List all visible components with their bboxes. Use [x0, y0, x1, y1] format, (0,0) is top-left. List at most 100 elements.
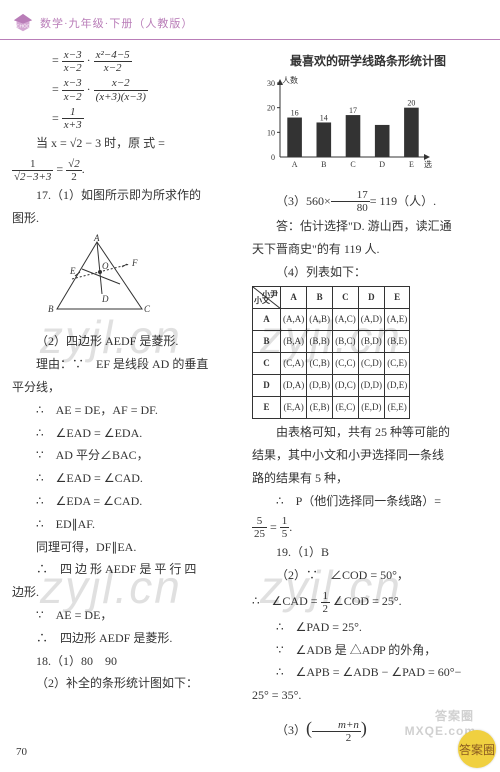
q19-part1: 19.（1）B — [252, 541, 484, 564]
frac-den: x−2 — [62, 62, 84, 74]
q19-2c: ∴ ∠PAD = 25°. — [252, 616, 484, 639]
svg-text:30: 30 — [267, 79, 275, 88]
svg-text:C: C — [350, 160, 355, 169]
answer-line2: 天下晋商史"的有 119 人. — [252, 238, 484, 261]
proof-l8b: 边形. — [12, 581, 244, 604]
frac-den: x+3 — [62, 119, 84, 131]
q18-part3: （3）560×1780= 119（人）. — [252, 187, 484, 216]
q19-part3: （3）(m+n2) — [252, 707, 484, 750]
svg-text:17: 17 — [349, 106, 357, 115]
reason-line2: 平分线， — [12, 376, 244, 399]
frac-den: 80 — [331, 202, 370, 214]
svg-text:B: B — [321, 160, 326, 169]
q18-part1: 18.（1）80 90 — [12, 650, 244, 673]
badge-text: 答案圈 — [459, 741, 495, 758]
text: （3） — [276, 723, 306, 737]
text: ∴ ∠CAD = — [252, 594, 318, 608]
frac-den: x−2 — [62, 91, 84, 103]
frac-num: 1 — [62, 106, 84, 119]
svg-text:20: 20 — [267, 103, 275, 112]
proof-l7: 同理可得，DF∥EA. — [12, 536, 244, 559]
op: · — [87, 82, 91, 96]
svg-text:SCHOOL: SCHOOL — [13, 23, 33, 28]
table-note1: 由表格可知，共有 25 种等可能的 — [252, 421, 484, 444]
svg-text:D: D — [379, 160, 385, 169]
period: . — [82, 162, 85, 176]
op: · — [87, 53, 91, 67]
bar-chart-svg: 1020300A16B14C17DE20人数选项 — [252, 75, 432, 175]
frac-num: 1 — [280, 515, 290, 528]
frac-num: 1 — [12, 158, 53, 171]
eq-line-2: = x−3x−2 · x−2(x+3)(x−3) — [12, 75, 244, 104]
frac-den: 5 — [280, 528, 290, 540]
proof-l10: ∴ 四边形 AEDF 是菱形. — [12, 627, 244, 650]
bar-chart: 最喜欢的研学线路条形统计图 1020300A16B14C17DE20人数选项 — [252, 50, 484, 183]
proof-l1: ∴ AE = DE，AF = DF. — [12, 399, 244, 422]
q17-part1: 17.（1）如图所示即为所求作的 — [12, 184, 244, 207]
header-subject: 数学·九年级·下册（人教版） — [40, 15, 193, 31]
q17-part1b: 图形. — [12, 207, 244, 230]
frac-den: 2 — [66, 171, 82, 183]
frac-den: 2 — [321, 603, 331, 615]
svg-text:B: B — [48, 304, 54, 314]
proof-l9: ∵ AE = DE， — [12, 604, 244, 627]
geometry-figure: A B C D E F O — [42, 234, 162, 319]
svg-text:选项: 选项 — [424, 159, 432, 169]
svg-text:10: 10 — [267, 128, 275, 137]
text: ∠COD = 25°. — [333, 594, 402, 608]
eq-line-3: = 1x+3 — [12, 104, 244, 133]
eq-text: = — [52, 53, 59, 67]
frac-num: x−3 — [62, 49, 84, 62]
text: = 119（人）. — [370, 194, 436, 208]
svg-text:F: F — [131, 258, 138, 268]
svg-text:E: E — [409, 160, 414, 169]
chart-title: 最喜欢的研学线路条形统计图 — [252, 50, 484, 73]
proof-l5: ∴ ∠EDA = ∠CAD. — [12, 490, 244, 513]
svg-text:D: D — [101, 294, 109, 304]
table-note2: 结果，其中小文和小尹选择同一条线 — [252, 444, 484, 467]
frac-num: x²−4−5 — [94, 49, 132, 62]
frac-den: x−2 — [94, 62, 132, 74]
right-column: 最喜欢的研学线路条形统计图 1020300A16B14C17DE20人数选项 （… — [252, 46, 484, 750]
q19-2e: ∴ ∠APB = ∠ADB − ∠PAD = 60°− — [252, 661, 484, 684]
q19-2b: ∴ ∠CAD = 12 ∠COD = 25°. — [252, 587, 484, 616]
substitution-line: 当 x = √2 − 3 时，原 式 = — [12, 132, 244, 155]
svg-text:20: 20 — [407, 98, 415, 107]
text: （3）560× — [276, 194, 331, 208]
proof-l6: ∴ ED∥AF. — [12, 513, 244, 536]
svg-text:C: C — [144, 304, 151, 314]
proof-l3: ∵ AD 平分∠BAC， — [12, 444, 244, 467]
q18-part4: （4）列表如下： — [252, 261, 484, 284]
q18-part2: （2）补全的条形统计图如下： — [12, 672, 244, 695]
paren: ) — [361, 718, 367, 738]
frac-den: 25 — [252, 528, 267, 540]
probability-table: 小尹小文ABCDEA(A,A)(A,B)(A,C)(A,D)(A,E)B(B,A… — [252, 286, 410, 420]
proof-l2: ∴ ∠EAD = ∠EDA. — [12, 422, 244, 445]
svg-text:O: O — [102, 261, 109, 271]
school-logo-icon: SCHOOL — [12, 12, 34, 34]
frac-num: x−2 — [94, 77, 148, 90]
proof-l4: ∴ ∠EAD = ∠CAD. — [12, 467, 244, 490]
corner-badge: 答案圈 — [458, 730, 496, 768]
reason-line: 理由：∵ EF 是线段 AD 的垂直 — [12, 353, 244, 376]
frac-den: 2 — [312, 732, 361, 744]
q19-2d: ∵ ∠ADB 是 △ADP 的外角， — [252, 639, 484, 662]
frac-num: √2 — [66, 158, 82, 171]
answer-line1: 答：估计选择"D. 游山西，读汇通 — [252, 215, 484, 238]
svg-text:E: E — [69, 266, 76, 276]
table-note3: 路的结果有 5 种， — [252, 467, 484, 490]
content-area: = x−3x−2 · x²−4−5x−2 = x−3x−2 · x−2(x+3)… — [0, 40, 500, 750]
eq-text: = — [52, 111, 59, 125]
q19-2f: 25° = 35°. — [252, 684, 484, 707]
frac-num: m+n — [312, 719, 361, 732]
svg-text:16: 16 — [291, 108, 299, 117]
frac-num: 17 — [331, 189, 370, 202]
eq-text: = — [52, 82, 59, 96]
page-number: 70 — [16, 746, 27, 758]
svg-text:A: A — [93, 234, 100, 243]
frac-num: x−3 — [62, 77, 84, 90]
proof-l8: ∴ 四 边 形 AEDF 是 平 行 四 — [12, 558, 244, 581]
page-header: SCHOOL 数学·九年级·下册（人教版） — [0, 0, 500, 40]
left-column: = x−3x−2 · x²−4−5x−2 = x−3x−2 · x−2(x+3)… — [12, 46, 244, 750]
svg-text:A: A — [292, 160, 298, 169]
